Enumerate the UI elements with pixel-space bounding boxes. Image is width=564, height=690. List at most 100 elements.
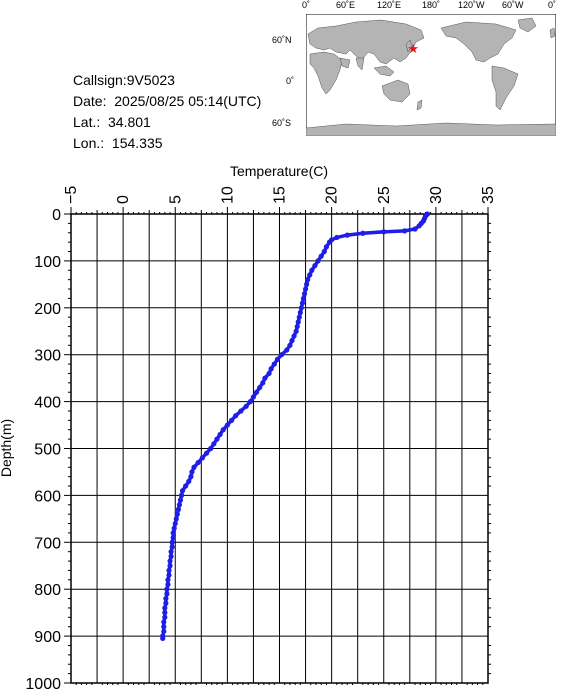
profile-point	[217, 431, 223, 438]
map-lon-label-0-end: 0˚	[548, 0, 557, 10]
profile-point	[271, 361, 277, 367]
profile-point	[186, 478, 192, 484]
map-lon-label-60w: 60˚W	[502, 0, 524, 10]
profile-point	[165, 581, 171, 588]
profile-point	[250, 394, 257, 400]
x-tick-label: 35	[480, 186, 497, 204]
profile-point	[302, 286, 309, 292]
profile-point	[168, 549, 174, 555]
profile-point	[167, 563, 173, 569]
profile-point	[312, 262, 318, 269]
profile-point	[228, 417, 235, 423]
profile-point	[174, 511, 180, 517]
x-tick-label: 20	[324, 186, 341, 204]
world-location-map: ★	[306, 14, 556, 136]
profile-point	[381, 229, 387, 235]
profile-point	[162, 610, 168, 616]
map-lat-label-0: 0˚	[286, 76, 295, 86]
profile-point	[266, 370, 272, 377]
profile-point	[176, 502, 183, 508]
profile-point	[321, 248, 327, 255]
map-lon-label-180: 180˚	[422, 0, 441, 10]
profile-point	[166, 572, 172, 578]
profile-point	[208, 445, 214, 452]
profile-point	[178, 492, 185, 498]
y-tick-label: 300	[34, 348, 61, 365]
profile-point	[412, 226, 418, 232]
profile-point	[165, 577, 171, 583]
map-lat-label-60n: 60˚N	[272, 35, 292, 45]
profile-point	[293, 328, 299, 334]
y-tick-label: 800	[34, 582, 61, 599]
y-tick-label: 500	[34, 442, 61, 459]
profile-point	[172, 520, 178, 527]
profile-point	[260, 380, 266, 386]
profile-point	[289, 338, 295, 344]
profile-point	[170, 530, 176, 536]
profile-point	[305, 277, 311, 283]
x-tick-label: −5	[63, 186, 80, 204]
profile-point	[307, 272, 313, 278]
map-lon-label-60e: 60˚E	[336, 0, 356, 10]
profile-point	[160, 635, 166, 642]
profile-point	[295, 319, 301, 325]
map-land	[306, 17, 556, 136]
profile-point	[268, 366, 274, 372]
profile-point	[262, 375, 268, 381]
y-tick-label: 1000	[25, 676, 61, 690]
y-tick-label: 0	[52, 207, 61, 224]
profile-point	[169, 539, 175, 545]
x-tick-label: 5	[167, 195, 184, 204]
profile-point	[162, 605, 168, 611]
chart-grid	[70, 213, 489, 684]
map-lon-label-120w: 120˚W	[458, 0, 485, 10]
profile-point	[402, 228, 408, 234]
profile-point	[179, 488, 186, 494]
y-axis-title: Depth(m)	[0, 419, 14, 477]
profile-point	[214, 436, 220, 442]
map-lon-label-0: 0˚	[302, 0, 311, 10]
profile-point	[224, 422, 230, 428]
profile-point	[233, 413, 239, 419]
x-tick-label: 0	[115, 195, 132, 204]
profile-point	[334, 234, 340, 241]
profile-point	[253, 389, 260, 395]
profile-point	[309, 267, 315, 273]
profile-point	[166, 567, 172, 574]
chart-ticks	[64, 207, 491, 685]
profile-point	[297, 309, 303, 316]
map-lat-label-60s: 60˚S	[272, 118, 292, 128]
profile-point	[203, 450, 210, 456]
profile-point	[257, 384, 263, 391]
y-tick-label: 600	[34, 488, 61, 505]
latitude-label: Lat.: 34.801	[73, 114, 151, 130]
profile-point	[243, 403, 249, 409]
profile-point	[195, 459, 201, 466]
profile-point	[177, 497, 184, 503]
x-tick-label: 15	[272, 186, 289, 204]
callsign-label: Callsign:9V5023	[73, 72, 175, 88]
profile-line	[160, 212, 430, 641]
profile-point	[300, 295, 307, 302]
y-tick-label: 900	[34, 629, 61, 646]
profile-point	[298, 305, 304, 311]
profile-point	[301, 291, 308, 297]
plot-frame	[70, 213, 489, 684]
y-tick-label: 400	[34, 395, 61, 412]
profile-point	[274, 356, 281, 362]
profile-point	[171, 525, 177, 531]
profile-point	[191, 464, 197, 470]
profile-point	[173, 516, 179, 522]
profile-point	[416, 223, 422, 229]
profile-point	[294, 323, 300, 330]
x-tick-label: 10	[219, 186, 236, 204]
location-marker: ★	[407, 41, 419, 56]
profile-point	[167, 558, 173, 564]
profile-point	[199, 455, 205, 461]
profile-point	[323, 244, 330, 250]
profile-point	[326, 239, 333, 245]
profile-point	[168, 553, 174, 559]
profile-point	[183, 483, 189, 489]
profile-point	[360, 230, 366, 236]
y-tick-label: 700	[34, 535, 61, 552]
